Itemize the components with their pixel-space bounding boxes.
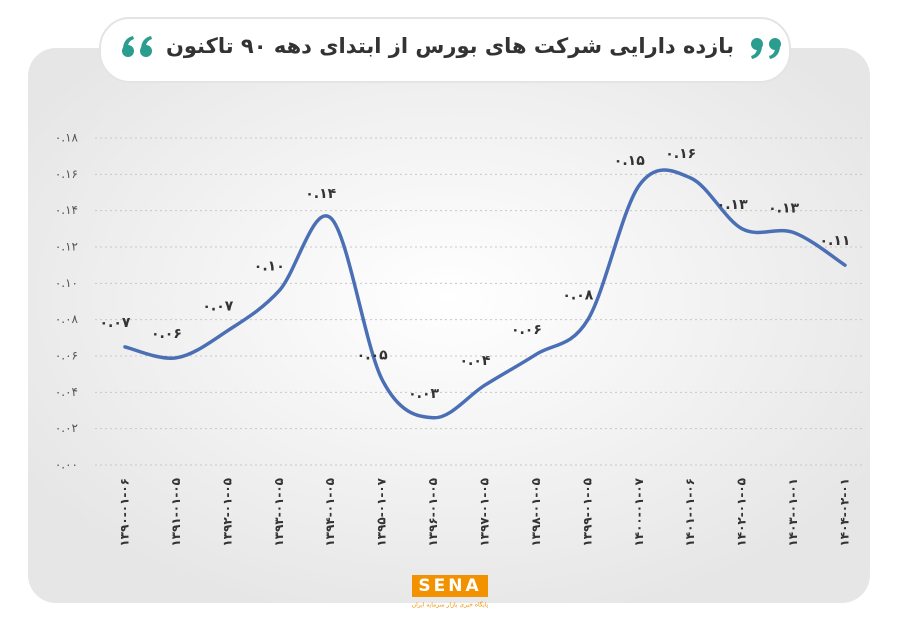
y-tick-label: ۰.۰۸ (55, 312, 79, 326)
data-label: ۰.۰۴ (460, 353, 491, 369)
y-tick-label: ۰.۱۶ (55, 167, 78, 181)
logo-box (412, 575, 488, 597)
data-label: ۰.۱۶ (665, 146, 696, 162)
logo: SENA (418, 576, 481, 596)
quote-left (122, 36, 152, 57)
x-tick-label: ۱۳۹۵-۰۱-۰۷ (375, 477, 389, 546)
x-tick-label: ۱۳۹۷-۰۱-۰۵ (478, 478, 492, 547)
x-tick-label: ۱۴۰۲-۰۱-۰۵ (735, 478, 749, 547)
logo-caption: پایگاه خبری بازار سرمایه ایران (412, 601, 489, 609)
x-tick-label: ۱۴۰۱-۰۱-۰۶ (683, 478, 697, 547)
y-tick-label: ۰.۰۲ (55, 421, 78, 435)
data-label: ۰.۱۳ (768, 200, 799, 216)
y-tick-label: ۰.۱۴ (55, 203, 78, 217)
y-tick-label: ۰.۱۲ (55, 240, 78, 254)
data-label: ۰.۱۵ (614, 153, 645, 169)
card (28, 48, 870, 603)
title-pill (99, 17, 791, 83)
line (123, 168, 847, 420)
data-label: ۰.۰۸ (562, 288, 593, 304)
data-label: ۰.۱۰ (254, 259, 285, 275)
x-tick-label: ۱۳۹۰-۰۱-۰۶ (118, 478, 132, 547)
x-tick-label: ۱۳۹۶-۰۱-۰۵ (426, 478, 440, 547)
x-tick-label: ۱۳۹۴-۰۱-۰۵ (323, 478, 337, 547)
data-label: ۰.۱۱ (820, 233, 851, 249)
chart-title: بازده دارایی شرکت های بورس از ابتدای دهه… (166, 34, 734, 58)
data-label: ۰.۰۳ (408, 386, 439, 402)
data-label: ۰.۰۷ (202, 299, 233, 315)
y-tick-label: ۰.۰۰ (55, 458, 78, 472)
data-label: ۰.۱۳ (717, 197, 748, 213)
data-label: ۰.۱۴ (305, 186, 336, 202)
data-label: ۰.۰۶ (511, 322, 542, 338)
x-tick-label: ۱۳۹۱-۰۱-۰۵ (169, 478, 183, 547)
y-tick-label: ۰.۱۰ (55, 276, 78, 290)
x-tick-label: ۱۴۰۳-۰۱-۰۱ (786, 478, 800, 547)
x-tick-label: ۱۳۹۸-۰۱-۰۵ (529, 478, 543, 547)
data-label: ۰.۰۷ (100, 315, 131, 331)
y-tick-label: ۰.۱۸ (55, 131, 79, 145)
y-tick-label: ۰.۰۴ (55, 385, 78, 399)
data-label: ۰.۰۶ (151, 326, 182, 342)
x-tick-label: ۱۳۹۲-۰۱-۰۵ (220, 478, 234, 547)
x-tick-label: ۱۴۰۴-۰۲-۰۱ (838, 478, 852, 547)
y-tick-label: ۰.۰۶ (55, 349, 78, 363)
x-tick-label: ۱۳۹۳-۰۱-۰۵ (272, 478, 286, 547)
x-tick-label: ۱۴۰۰-۰۱-۰۷ (632, 477, 646, 546)
data-label: ۰.۰۵ (357, 348, 388, 364)
quote-right (751, 38, 781, 59)
x-tick-label: ۱۳۹۹-۰۱-۰۵ (580, 478, 594, 547)
